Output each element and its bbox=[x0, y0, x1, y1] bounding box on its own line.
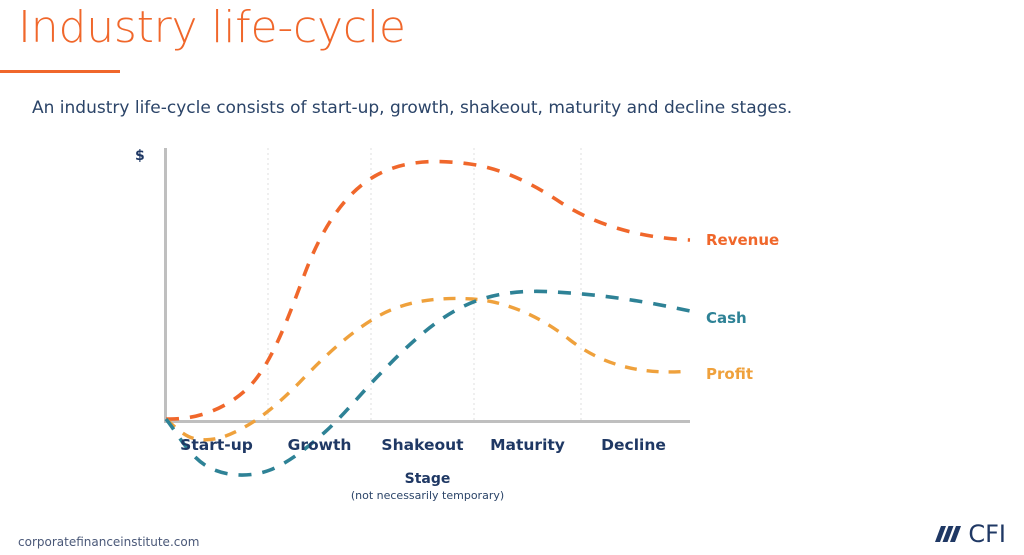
series-line-profit bbox=[164, 296, 691, 442]
footer-website-url: corporatefinanceinstitute.com bbox=[18, 535, 200, 549]
legend-label-cash: Cash bbox=[706, 309, 747, 327]
series-line-revenue bbox=[165, 159, 691, 421]
page-title: Industry life-cycle bbox=[18, 2, 406, 53]
x-axis-note: (not necessarily temporary) bbox=[350, 489, 505, 502]
gridlines bbox=[267, 148, 582, 421]
legend-label-profit: Profit bbox=[706, 365, 753, 383]
x-axis-title: Stage bbox=[404, 471, 451, 487]
legend-label-revenue: Revenue bbox=[706, 231, 780, 249]
stage-label-decline: Decline bbox=[601, 436, 666, 454]
stage-label-shakeout: Shakeout bbox=[381, 436, 464, 454]
title-underline bbox=[0, 70, 120, 73]
stage-label-growth: Growth bbox=[287, 436, 352, 454]
page-subtitle: An industry life-cycle consists of start… bbox=[32, 98, 793, 118]
stage-label-start-up: Start-up bbox=[180, 436, 253, 454]
series-line-cash bbox=[164, 289, 691, 477]
stage-label-maturity: Maturity bbox=[490, 436, 565, 454]
y-axis-label: $ bbox=[135, 148, 145, 164]
logo-text: CFI bbox=[968, 520, 1006, 548]
logo-bars-icon bbox=[935, 526, 962, 542]
cfi-logo: CFI bbox=[935, 520, 1006, 548]
